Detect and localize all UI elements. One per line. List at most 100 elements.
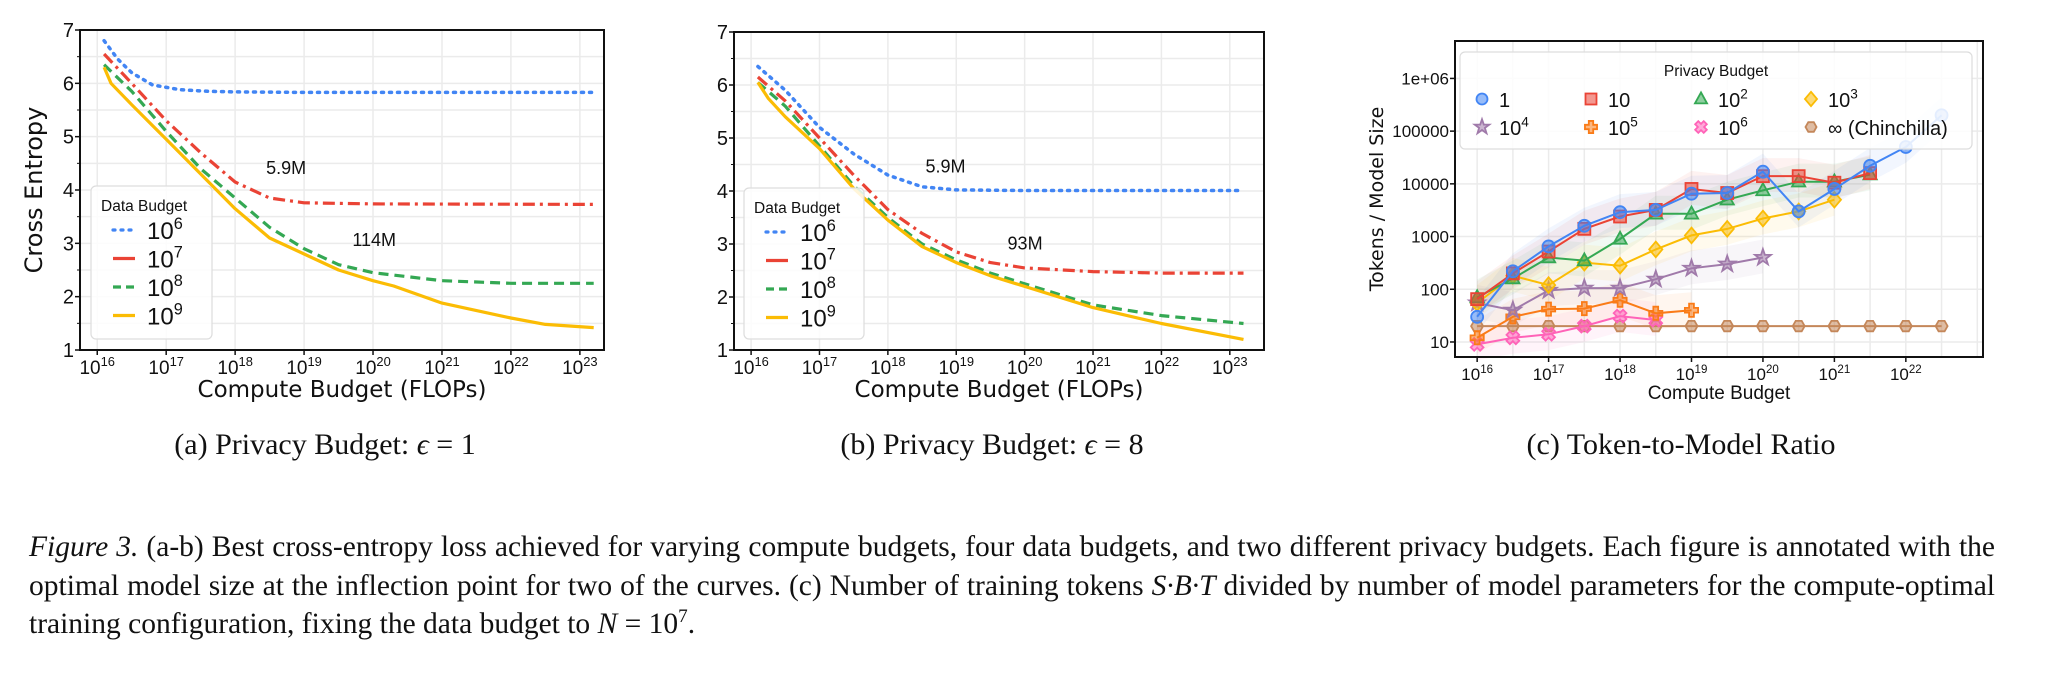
x-tick-label: 1022	[1144, 354, 1180, 379]
legend-entry-exp: 6	[827, 217, 836, 235]
marker-plus-icon	[1612, 292, 1628, 308]
marker-hexagon-icon	[1755, 319, 1770, 333]
caption-math-exp: 7	[678, 606, 688, 628]
marker-circle-icon	[1648, 203, 1663, 217]
legend-entry: ∞ (Chinchilla)	[1828, 118, 1948, 140]
marker-star-icon	[1502, 298, 1524, 320]
x-tick-label-exp: 20	[1766, 364, 1779, 376]
x-tick-label-base: 10	[79, 358, 100, 379]
legend-entry-exp: 6	[174, 215, 183, 233]
x-tick-label: 1023	[562, 354, 598, 379]
legend-entry-base: 10	[147, 275, 174, 302]
series-line-10e9	[756, 81, 1244, 341]
y-tick-label: 2	[717, 287, 728, 309]
x-tick-label-base: 10	[1604, 365, 1623, 384]
legend-entry-base: ∞ (Chinchilla)	[1828, 118, 1948, 140]
x-tick-label: 1017	[148, 354, 184, 379]
marker-circle-icon	[1720, 186, 1735, 200]
x-tick-label-exp: 22	[1165, 354, 1179, 369]
x-tick-label: 1022	[1890, 364, 1922, 384]
marker-plus-icon	[1683, 302, 1699, 318]
y-tick-label: 3	[717, 234, 728, 256]
legend-entry-exp: 9	[174, 300, 183, 318]
y-axis-label: Cross Entropy	[20, 107, 48, 274]
marker-hexagon-icon	[1791, 319, 1806, 333]
marker-circle-icon	[1577, 218, 1592, 233]
legend-entry-base: 10	[1608, 90, 1630, 112]
legend-entry: 102	[1718, 87, 1748, 112]
legend-entry-base: 10	[1718, 90, 1740, 112]
x-tick-label: 1016	[1461, 364, 1493, 384]
y-tick-label: 1e+06	[1401, 69, 1449, 88]
legend-entry-exp: 3	[1850, 87, 1858, 102]
legend-entry-base: 10	[147, 218, 174, 245]
y-tick-label: 1	[63, 340, 74, 362]
marker-circle-icon	[1863, 158, 1878, 173]
x-tick-label-base: 10	[148, 358, 169, 379]
legend-entry: 10	[1608, 90, 1630, 112]
x-tick-label-exp: 17	[170, 354, 184, 369]
x-tick-label: 1019	[286, 354, 322, 379]
x-tick-label: 1020	[1007, 354, 1043, 379]
marker-plus-icon	[1584, 120, 1598, 134]
legend-entry: 109	[147, 300, 183, 330]
marker-triangle-icon	[1754, 181, 1772, 197]
marker-star-icon	[1752, 246, 1774, 267]
y-tick-label: 5	[717, 128, 728, 150]
y-tick-label: 7	[63, 20, 74, 42]
series-line-10e8	[756, 81, 1244, 326]
subcaption-a: (a) Privacy Budget: ϵ = 1	[174, 428, 475, 462]
caption-text: divided by number of model parameters fo…	[29, 569, 1995, 641]
x-tick-label-base: 10	[286, 358, 307, 379]
annotation-label: 5.9M	[266, 158, 306, 178]
marker-star-icon	[1645, 267, 1667, 289]
legend-entry-base: 10	[147, 304, 174, 331]
x-tick-label-base: 10	[1075, 358, 1096, 379]
marker-hexagon-icon	[1720, 319, 1735, 333]
x-tick-label-base: 10	[733, 358, 754, 379]
legend-entry: 106	[800, 217, 836, 247]
y-tick-label: 4	[717, 181, 728, 203]
x-tick-label: 1020	[355, 354, 391, 379]
marker-triangle-icon	[1683, 204, 1700, 220]
marker-circle-icon	[1827, 182, 1842, 196]
marker-x-icon	[1576, 318, 1592, 334]
x-tick-label-exp: 19	[307, 354, 321, 369]
x-axis-label: Compute Budget	[1648, 383, 1791, 404]
legend-entry-base: 10	[800, 249, 827, 276]
x-tick-label-exp: 19	[1695, 364, 1708, 376]
marker-star-icon	[1573, 276, 1595, 298]
legend-entry-exp: 6	[1740, 115, 1748, 130]
epsilon-symbol: ϵ	[1084, 428, 1097, 461]
legend-entry-exp: 4	[1521, 115, 1529, 130]
x-tick-label-exp: 18	[891, 354, 905, 369]
subcaption-b: (b) Privacy Budget: ϵ = 8	[840, 428, 1143, 462]
marker-circle-icon	[1613, 205, 1627, 220]
x-tick-label-exp: 18	[239, 354, 253, 369]
x-tick-label-exp: 16	[101, 354, 115, 369]
marker-star-icon	[1471, 116, 1493, 136]
x-tick-label-base: 10	[217, 358, 238, 379]
legend-entry: 108	[800, 274, 836, 304]
legend-entry: 106	[147, 215, 183, 245]
x-tick-label-base: 10	[493, 358, 514, 379]
legend-entry-exp: 7	[827, 245, 836, 263]
y-tick-label: 7	[717, 22, 728, 44]
marker-plus-icon	[1540, 326, 1557, 342]
y-tick-label: 10	[1430, 333, 1449, 352]
y-tick-label: 5	[63, 127, 74, 149]
marker-x-icon	[1505, 330, 1521, 346]
marker-diamond-icon	[1647, 240, 1664, 259]
legend-entry-exp: 2	[1740, 87, 1748, 102]
marker-circle-icon	[1684, 186, 1699, 201]
legend-entry: 108	[147, 272, 183, 302]
x-tick-label-base: 10	[1890, 365, 1909, 384]
figure-caption: Figure 3. (a-b) Best cross-entropy loss …	[29, 528, 1995, 644]
subcaption-b-value: = 8	[1096, 428, 1144, 461]
legend-entry-base: 10	[1608, 118, 1630, 140]
y-tick-label: 6	[63, 73, 74, 95]
x-tick-label: 1016	[79, 354, 115, 379]
marker-plus-icon	[1505, 330, 1521, 346]
